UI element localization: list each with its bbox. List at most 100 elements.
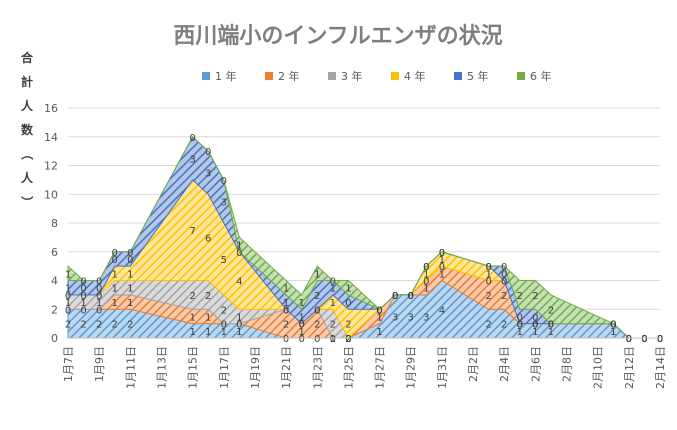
data-label: 4 bbox=[236, 277, 242, 288]
data-label: 1 bbox=[65, 298, 71, 309]
y-tick-label: 4 bbox=[51, 275, 58, 288]
data-label: 3 bbox=[221, 197, 227, 208]
legend-label: 2 年 bbox=[278, 69, 300, 83]
data-label: 0 bbox=[548, 320, 554, 331]
data-label: 0 bbox=[408, 291, 414, 302]
data-label: 1 bbox=[548, 327, 554, 338]
legend-label: 1 年 bbox=[215, 69, 237, 83]
data-label: 0 bbox=[423, 262, 429, 273]
data-label: 1 bbox=[330, 298, 336, 309]
x-tick-label: 1月25日 bbox=[342, 346, 355, 389]
data-label: 6 bbox=[205, 233, 211, 244]
data-label: 2 bbox=[548, 305, 554, 316]
legend-label: 3 年 bbox=[341, 69, 363, 83]
y-axis-label-char: 人 bbox=[21, 170, 34, 185]
data-label: 1 bbox=[439, 269, 445, 280]
legend-swatch bbox=[391, 72, 399, 80]
x-tick-label: 2月10日 bbox=[592, 346, 605, 389]
data-label: 0 bbox=[376, 305, 382, 316]
data-label: 0 bbox=[610, 320, 616, 331]
data-label: 0 bbox=[610, 320, 616, 331]
data-label: 0 bbox=[423, 262, 429, 273]
data-label: 2 bbox=[345, 334, 351, 345]
data-label: 0 bbox=[517, 320, 523, 331]
data-label: 0 bbox=[657, 334, 663, 345]
data-label: 1 bbox=[236, 327, 242, 338]
data-label: 1 bbox=[112, 284, 118, 295]
data-label: 0 bbox=[657, 334, 663, 345]
x-tick-label: 2月6日 bbox=[529, 346, 542, 382]
data-label: 1 bbox=[345, 284, 351, 295]
data-label: 1 bbox=[236, 312, 242, 323]
data-label: 2 bbox=[314, 320, 320, 331]
data-label: 0 bbox=[501, 269, 507, 280]
data-label: 2 bbox=[112, 320, 118, 331]
x-tick-label: 1月31日 bbox=[436, 346, 449, 389]
data-label: 1 bbox=[283, 298, 289, 309]
y-axis-label-char: 合 bbox=[21, 50, 34, 65]
data-labels: 2 2 2 2 21 1 1 10 0 0 0 013 3 342 21 1 1 10 0 00 0 01 11 10 0 212… bbox=[65, 133, 663, 345]
data-label: 0 bbox=[408, 291, 414, 302]
data-label: 0 bbox=[517, 312, 523, 323]
legend-swatch bbox=[517, 72, 525, 80]
data-label: 2 bbox=[127, 320, 133, 331]
data-label: 1 bbox=[376, 312, 382, 323]
y-tick-label: 10 bbox=[44, 188, 58, 201]
x-tick-label: 1月15日 bbox=[187, 346, 200, 389]
data-label: 0 bbox=[641, 334, 647, 345]
data-label: 0 bbox=[408, 291, 414, 302]
x-tick-label: 1月7日 bbox=[62, 346, 75, 382]
x-tick-label: 2月14日 bbox=[654, 346, 667, 389]
y-axis-label-char: 数 bbox=[21, 122, 34, 137]
data-label: 0 bbox=[626, 334, 632, 345]
data-label: 0 bbox=[392, 291, 398, 302]
data-label: 1 bbox=[283, 284, 289, 295]
data-label: 0 bbox=[80, 305, 86, 316]
legend-label: 4 年 bbox=[404, 69, 426, 83]
data-label: 0 bbox=[376, 305, 382, 316]
data-label: 2 bbox=[205, 291, 211, 302]
data-label: 0 bbox=[314, 334, 320, 345]
data-label: 0 bbox=[127, 248, 133, 259]
data-label: 1 bbox=[236, 241, 242, 252]
data-label: 0 bbox=[423, 277, 429, 288]
y-axis-label-char: （ bbox=[20, 148, 35, 160]
legend-label: 5 年 bbox=[467, 69, 489, 83]
y-axis-label-char: 人 bbox=[21, 98, 34, 113]
data-label: 0 bbox=[283, 305, 289, 316]
data-label: 0 bbox=[392, 291, 398, 302]
data-label: 0 bbox=[610, 320, 616, 331]
data-label: 0 bbox=[657, 334, 663, 345]
data-label: 1 bbox=[205, 327, 211, 338]
data-label: 2 bbox=[501, 291, 507, 302]
y-tick-label: 12 bbox=[44, 160, 58, 173]
data-label: 0 bbox=[626, 334, 632, 345]
data-label: 0 bbox=[548, 320, 554, 331]
x-ticks: 1月7日 1月9日 1月11日 1月13日 1月15日 1月17日 1月19日 1月21日 1月… bbox=[62, 346, 667, 389]
data-label: 1 bbox=[189, 312, 195, 323]
data-label: 0 bbox=[532, 320, 538, 331]
x-tick-label: 2月2日 bbox=[467, 346, 480, 382]
data-label: 2 bbox=[330, 320, 336, 331]
data-label: 1 bbox=[532, 327, 538, 338]
x-tick-label: 2月8日 bbox=[561, 346, 574, 382]
data-label: 1 bbox=[314, 269, 320, 280]
data-label: 0 bbox=[408, 291, 414, 302]
y-axis-label-char: 計 bbox=[21, 74, 33, 89]
data-label: 0 bbox=[236, 248, 242, 259]
data-label: 0 bbox=[330, 277, 336, 288]
data-label: 5 bbox=[221, 255, 227, 266]
data-label: 1 bbox=[65, 284, 71, 295]
x-tick-label: 1月11日 bbox=[124, 346, 137, 389]
data-label: 1 bbox=[485, 269, 491, 280]
x-tick-label: 1月19日 bbox=[249, 346, 262, 389]
data-label: 0 bbox=[376, 305, 382, 316]
data-label: 0 bbox=[80, 284, 86, 295]
data-label: 1 bbox=[423, 284, 429, 295]
y-ticks: 0 2 4 6 8 10 12 14 16 bbox=[44, 102, 58, 345]
data-label: 2 bbox=[283, 320, 289, 331]
data-label: 0 bbox=[392, 291, 398, 302]
data-label: 1 bbox=[189, 327, 195, 338]
data-label: 0 bbox=[112, 255, 118, 266]
data-label: 0 bbox=[641, 334, 647, 345]
